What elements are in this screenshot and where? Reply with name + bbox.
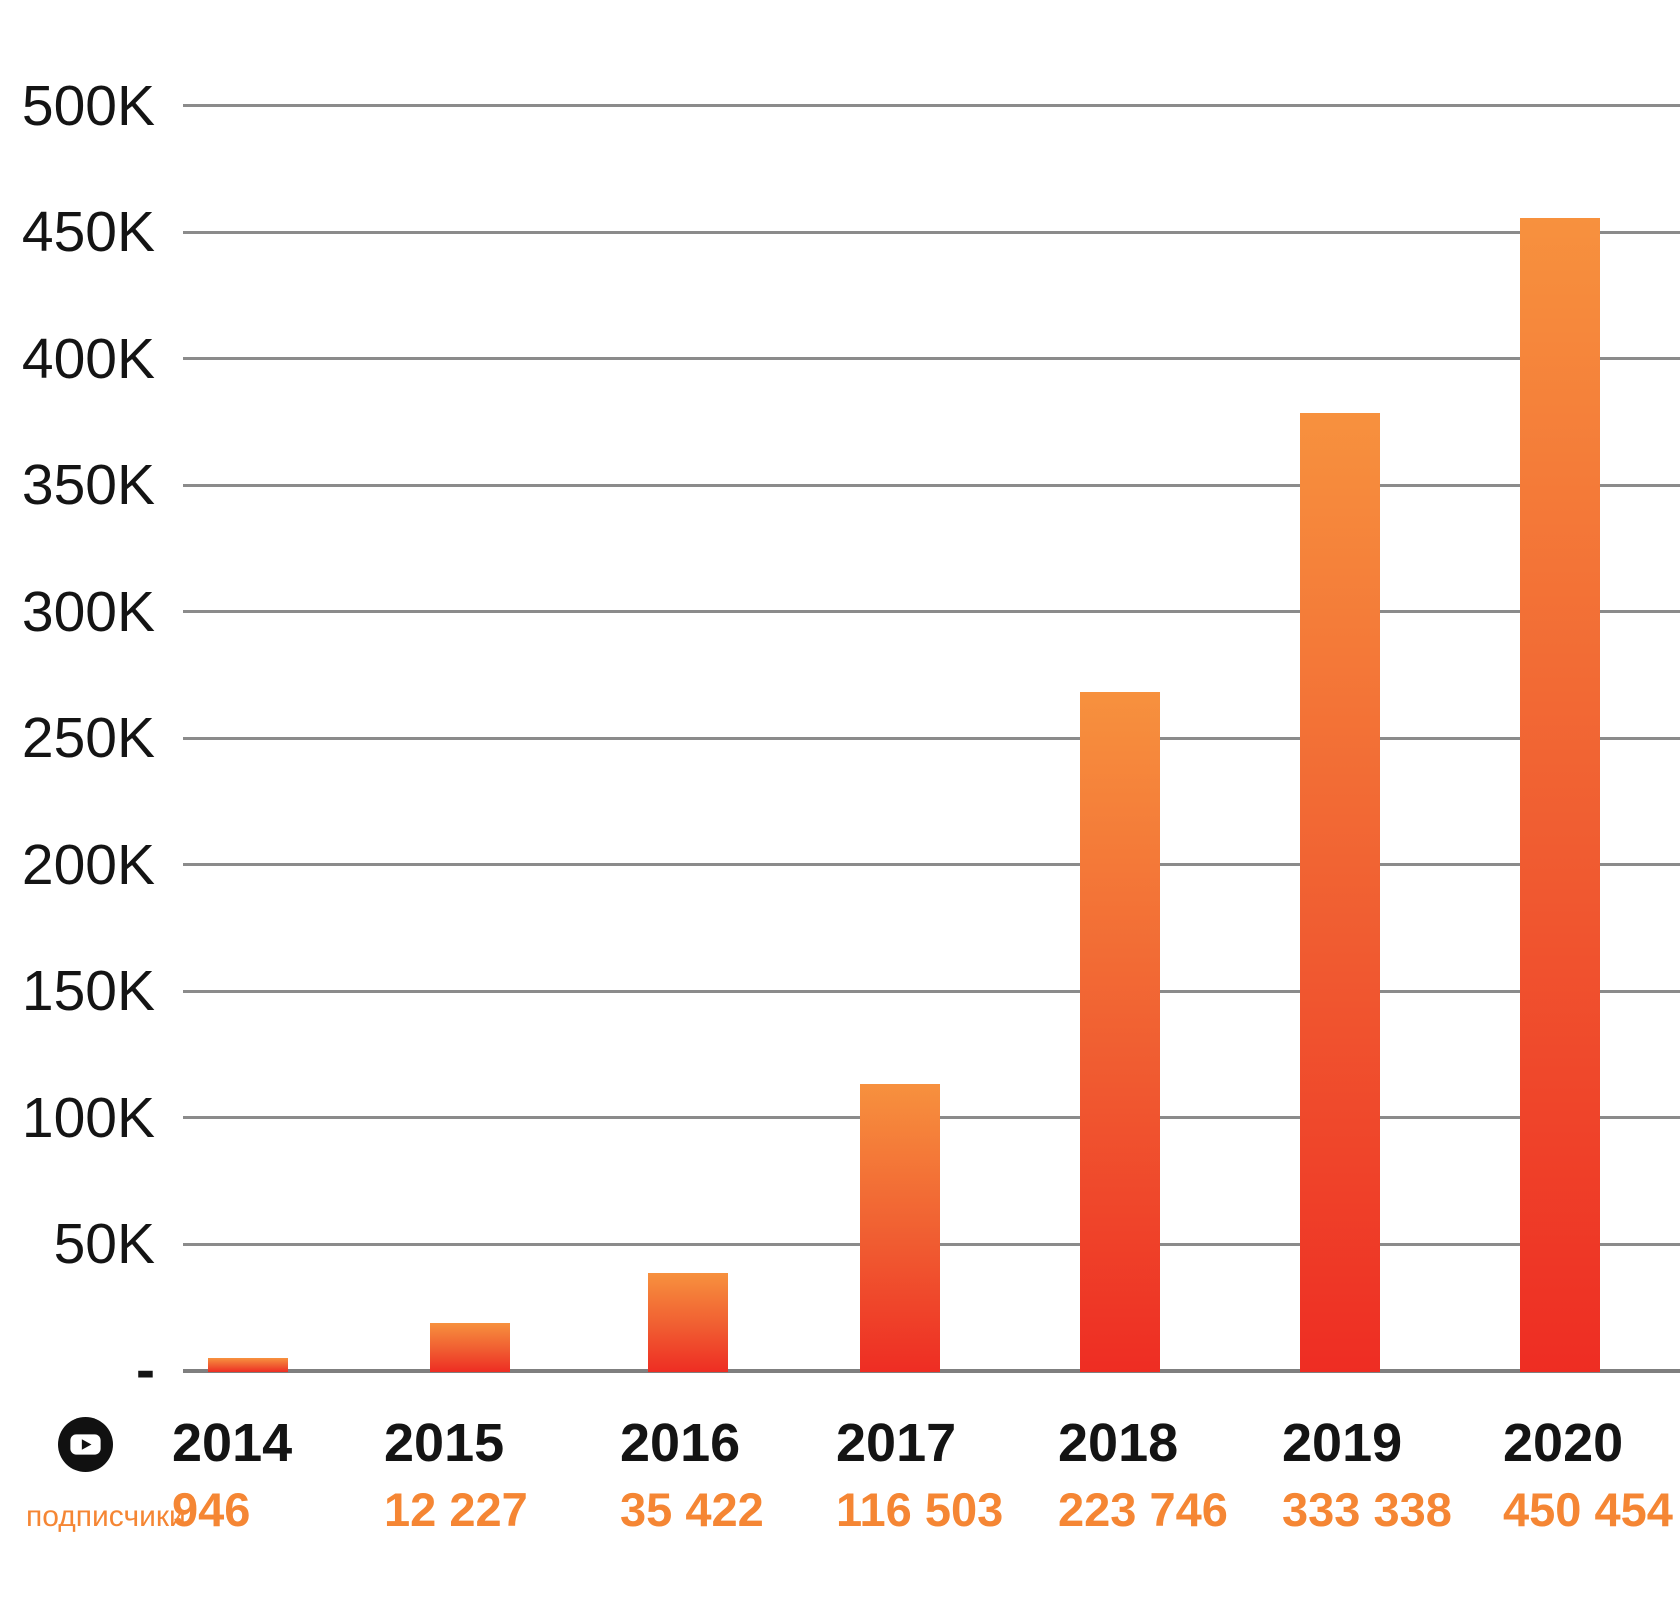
bar-2019	[1300, 413, 1380, 1372]
bar-2017	[860, 1084, 940, 1372]
x-axis-column-2017: 2017 116 503	[836, 1416, 1003, 1533]
x-axis-column-2014: 2014 946	[172, 1416, 292, 1533]
y-axis-tick-label: 250K	[21, 706, 155, 770]
y-axis-tick-label: 200K	[21, 833, 155, 897]
subscriber-count-label: 116 503	[836, 1483, 1004, 1536]
x-axis-year-label: 2015	[384, 1413, 505, 1473]
gridline	[183, 484, 1680, 487]
legend-label: подписчики	[26, 1500, 186, 1533]
y-axis-tick-label: 450K	[21, 200, 155, 264]
y-axis-tick-label: 350K	[21, 453, 155, 517]
x-axis-column-2016: 2016 35 422	[620, 1416, 764, 1533]
gridline	[183, 863, 1680, 866]
youtube-icon	[58, 1417, 113, 1472]
x-axis-year-label: 2016	[620, 1413, 741, 1473]
x-axis-year-label: 2017	[836, 1413, 957, 1473]
x-axis-column-2018: 2018 223 746	[1058, 1416, 1228, 1533]
subscriber-count-label: 333 338	[1282, 1483, 1452, 1536]
x-axis-year-label: 2019	[1282, 1413, 1403, 1473]
subscriber-count-label: 35 422	[620, 1483, 764, 1536]
y-axis-tick-label: -	[136, 1338, 155, 1402]
bar-2016	[648, 1273, 728, 1372]
gridline	[183, 610, 1680, 613]
x-axis-column-2015: 2015 12 227	[384, 1416, 528, 1533]
subscriber-count-label: 223 746	[1058, 1483, 1228, 1536]
x-axis-year-label: 2018	[1058, 1413, 1179, 1473]
bar-2015	[430, 1323, 510, 1372]
y-axis-tick-label: 50K	[53, 1212, 155, 1276]
bar-2018	[1080, 692, 1160, 1372]
x-axis-column-2019: 2019 333 338	[1282, 1416, 1452, 1533]
y-axis-tick-label: 400K	[21, 327, 155, 391]
gridline	[183, 104, 1680, 107]
x-axis-column-2020: 2020 450 454	[1503, 1416, 1673, 1533]
subscriber-count-label: 12 227	[384, 1483, 528, 1536]
gridline	[183, 990, 1680, 993]
x-axis-year-label: 2020	[1503, 1413, 1624, 1473]
bar-2014	[208, 1358, 288, 1372]
subscriber-count-label: 946	[172, 1483, 251, 1536]
y-axis-tick-label: 500K	[21, 74, 155, 138]
gridline	[183, 737, 1680, 740]
bar-2020	[1520, 218, 1600, 1372]
y-axis-tick-label: 100K	[21, 1086, 155, 1150]
y-axis-tick-label: 150K	[21, 959, 155, 1023]
subscriber-count-label: 450 454	[1503, 1483, 1673, 1536]
x-axis-year-label: 2014	[172, 1413, 293, 1473]
y-axis-tick-label: 300K	[21, 580, 155, 644]
gridline	[183, 357, 1680, 360]
gridline	[183, 231, 1680, 234]
